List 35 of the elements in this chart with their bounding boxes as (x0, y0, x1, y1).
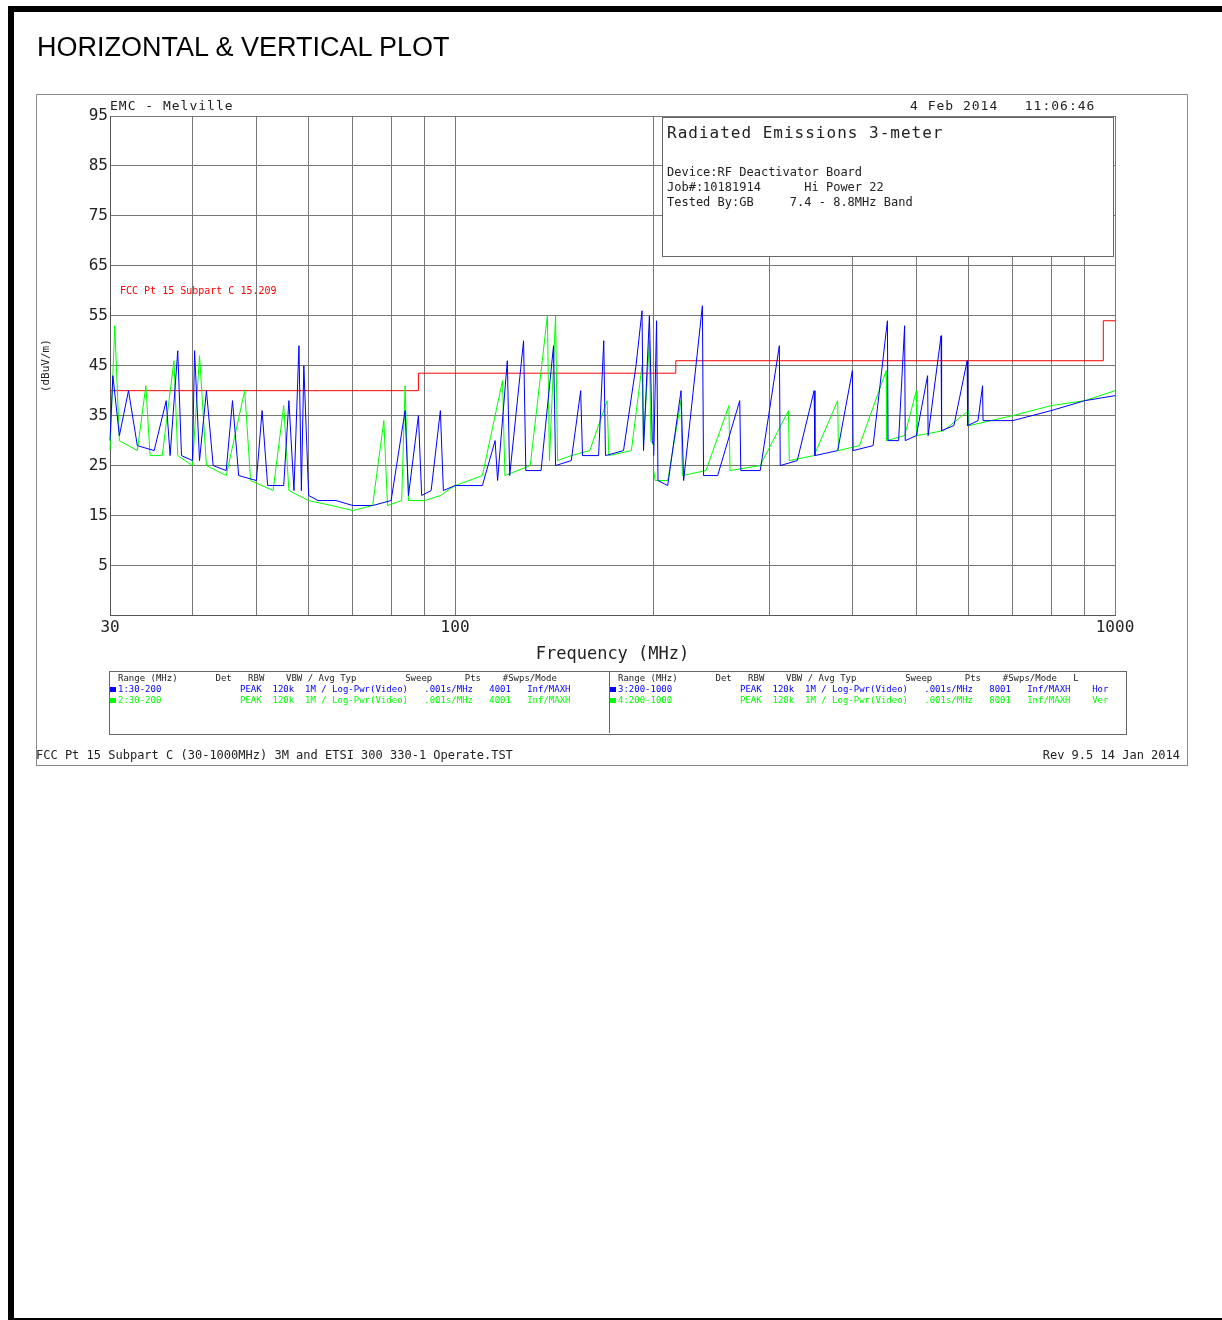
legend-label: 1:30-200 (118, 684, 162, 694)
text: EMC - Melville (110, 98, 234, 113)
x-axis-title: Frequency (MHz) (535, 643, 690, 664)
text: 4 Feb 2014 11:06:46 (910, 98, 1096, 113)
y-tick-label: 45 (88, 354, 108, 374)
y-tick-label: 95 (88, 105, 108, 125)
x-tick-label: 30 (100, 617, 120, 637)
legend-label: 3:200-1000 (618, 684, 673, 694)
text: Range (MHz) Det RBW VBW / Avg Typ Sweep Pts #Swps/Mode (118, 673, 557, 683)
text: PEAK 120k 1M / Log-Pwr(Video) .001s/MHz 8001 Inf/MAXH Ver (740, 695, 1109, 705)
text: FCC Pt 15 Subpart C (30-1000MHz) 3M and ETSI 300 330-1 Operate.TST (36, 748, 513, 762)
annotation: Radiated Emissions 3-meter (667, 123, 944, 142)
legend-label: 4:200-1000 (618, 695, 673, 705)
legend-label: 2:30-200 (118, 695, 162, 705)
y-tick-label: 55 (88, 304, 108, 324)
annotation: Tested By:GB 7.4 - 8.8MHz Band (667, 195, 913, 209)
y-tick-label: 85 (88, 155, 108, 175)
y-tick-label: 15 (88, 504, 108, 524)
text: PEAK 120k 1M / Log-Pwr(Video) .001s/MHz 4001 Inf/MAXH (240, 684, 571, 694)
y-tick-label: 35 (88, 404, 108, 424)
text: PEAK 120k 1M / Log-Pwr(Video) .001s/MHz 8001 Inf/MAXH Hor (740, 684, 1109, 694)
y-axis-title: (dBuV/m) (39, 339, 53, 393)
y-tick-label: 5 (98, 554, 108, 574)
chart-title: HORIZONTAL & VERTICAL PLOT (37, 32, 450, 63)
y-tick-label: 25 (88, 454, 108, 474)
text: PEAK 120k 1M / Log-Pwr(Video) .001s/MHz 4001 Inf/MAXH (240, 695, 571, 705)
annotation: Device:RF Deactivator Board (667, 165, 863, 179)
text: Range (MHz) Det RBW VBW / Avg Typ Sweep Pts #Swps/Mode L (618, 673, 1079, 683)
y-tick-label: 75 (88, 205, 108, 225)
annotation: Job#:10181914 Hi Power 22 (667, 180, 884, 194)
y-tick-label: 65 (88, 254, 108, 274)
text: FCC Pt 15 Subpart C 15.209 (120, 284, 277, 296)
x-tick-label: 100 (440, 617, 470, 637)
text: Rev 9.5 14 Jan 2014 (1042, 748, 1180, 762)
x-tick-label: 1000 (1095, 617, 1135, 637)
